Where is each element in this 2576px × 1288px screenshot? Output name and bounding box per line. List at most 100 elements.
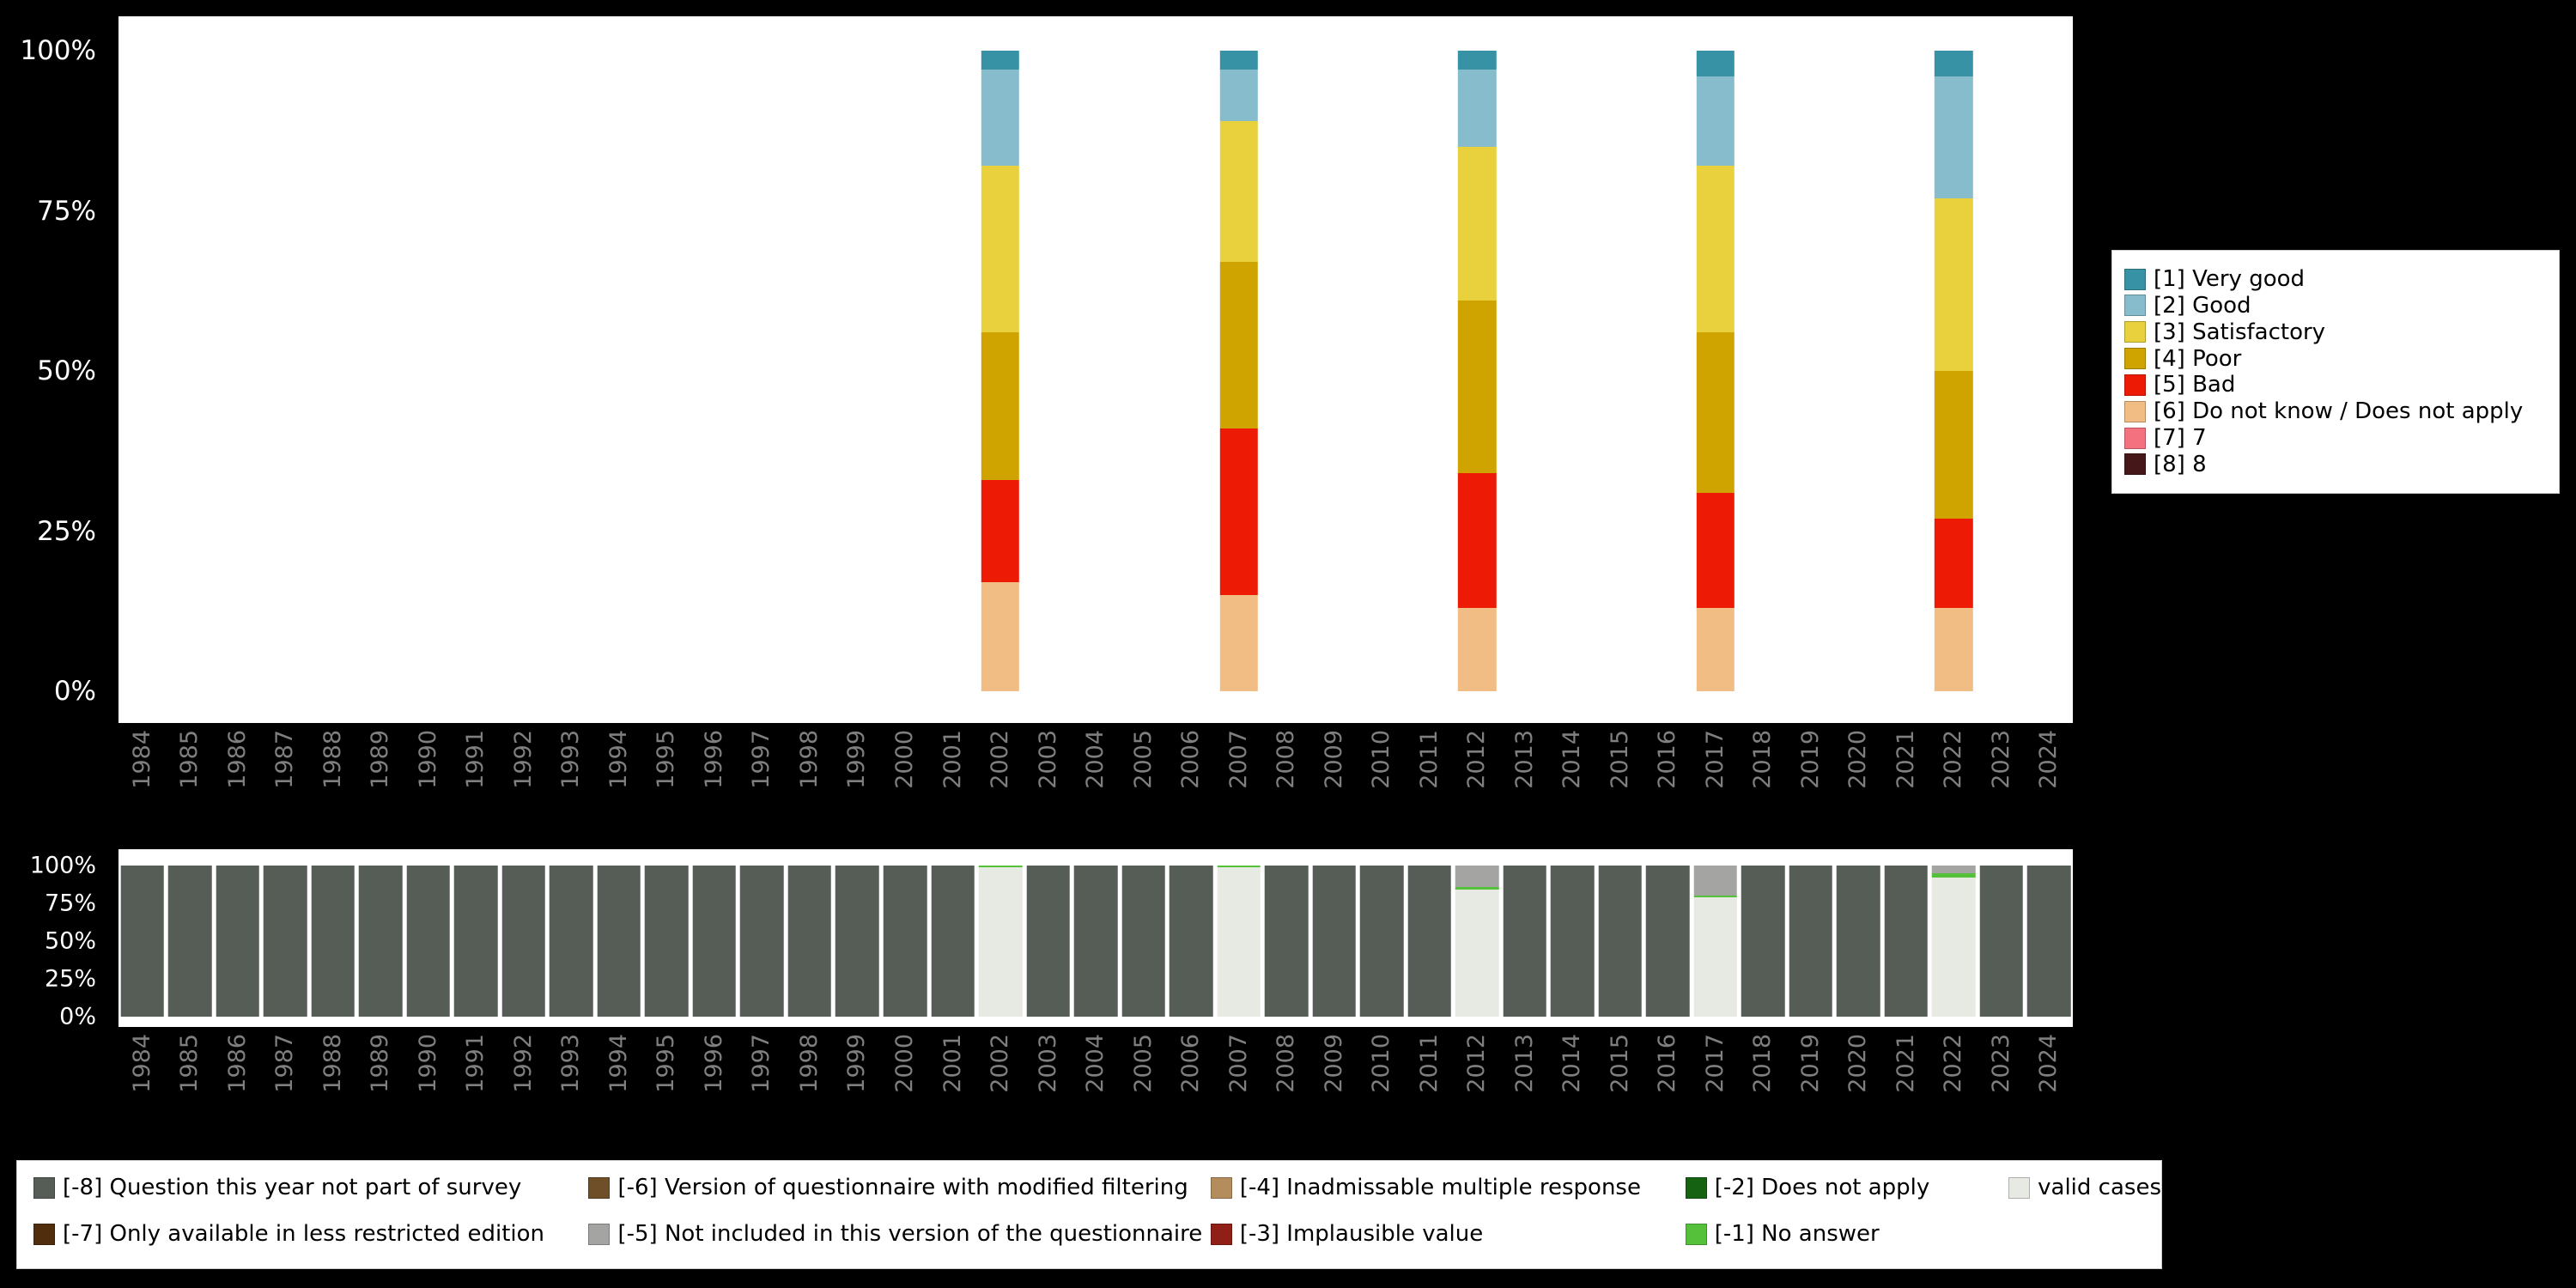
x-tick: 2022: [1930, 1030, 1978, 1151]
x-tick: 2002: [976, 726, 1024, 847]
x-tick-label: 2023: [1987, 1034, 2014, 1093]
legend-swatch: [2124, 348, 2146, 370]
bar-slot-1997: [738, 51, 787, 691]
x-tick: 2017: [1692, 1030, 1740, 1151]
legend-label: [2] Good: [2154, 292, 2251, 319]
bar-segment: [1932, 872, 1976, 878]
bar-slot-2003: [1024, 866, 1072, 1017]
bar-segment: [1455, 886, 1499, 890]
x-tick: 2023: [1978, 1030, 2026, 1151]
stacked-bar-2005: [1121, 866, 1165, 1017]
stacked-bar-2016: [1645, 866, 1690, 1017]
x-tick: 1996: [690, 1030, 738, 1151]
x-tick-label: 2007: [1224, 730, 1252, 789]
bar-segment: [359, 866, 403, 1017]
x-tick-label: 2006: [1177, 730, 1205, 789]
x-tick-label: 2003: [1034, 1034, 1061, 1093]
bar-slot-1989: [357, 866, 405, 1017]
y-tick-label: 100%: [20, 35, 96, 66]
x-tick-label: 1986: [223, 730, 251, 789]
bar-slot-2007: [1215, 51, 1263, 691]
bar-segment: [1935, 197, 1973, 371]
x-tick: 1995: [643, 726, 691, 847]
x-tick: 2013: [1501, 726, 1549, 847]
legend-label: [8] 8: [2154, 451, 2207, 477]
bar-segment: [1219, 428, 1258, 596]
legend-label: [-2] Does not apply: [1714, 1175, 1930, 1200]
x-tick: 2024: [2026, 726, 2074, 847]
x-tick: 1998: [786, 1030, 834, 1151]
bar-slot-2019: [1787, 866, 1835, 1017]
x-tick: 2013: [1501, 1030, 1549, 1151]
top-chart-legend: [1] Very good [2] Good [3] Satisfactory [4]…: [2111, 250, 2560, 494]
x-tick-label: 1987: [271, 1034, 299, 1093]
x-tick-label: 2024: [2035, 730, 2063, 789]
bar-slot-2016: [1644, 866, 1692, 1017]
bottom-chart-panel: [118, 849, 2073, 1027]
legend-label: [-6] Version of questionnaire with modif…: [617, 1175, 1188, 1200]
x-tick-label: 1988: [319, 730, 346, 789]
bar-segment: [981, 479, 1020, 583]
x-tick: 2010: [1358, 726, 1406, 847]
legend-swatch: [33, 1176, 55, 1199]
legend-column: [-8] Question this year not part of surv…: [33, 1175, 588, 1255]
bar-slot-1989: [357, 51, 405, 691]
legend-label: [5] Bad: [2154, 372, 2236, 398]
x-tick-label: 2017: [1701, 1034, 1728, 1093]
bar-slot-2008: [1262, 866, 1310, 1017]
stacked-bar-1993: [550, 866, 593, 1017]
x-tick: 2004: [1072, 726, 1120, 847]
legend-swatch: [1685, 1223, 1707, 1245]
stacked-bar-2020: [1837, 866, 1880, 1017]
bar-segment: [1121, 866, 1165, 1017]
bar-slot-1991: [453, 51, 501, 691]
bar-slot-1997: [738, 866, 787, 1017]
bar-segment: [168, 866, 212, 1017]
x-tick: 1993: [548, 1030, 596, 1151]
stacked-bar-2007: [1217, 866, 1261, 1017]
bar-slot-2021: [1882, 866, 1930, 1017]
bar-slot-1986: [214, 866, 262, 1017]
x-tick: 1997: [738, 1030, 787, 1151]
x-tick-label: 1986: [223, 1034, 251, 1093]
x-tick-label: 2013: [1510, 1034, 1538, 1093]
x-tick-label: 1985: [176, 1034, 204, 1093]
legend-item: [-5] Not included in this version of the…: [588, 1221, 1210, 1247]
bar-segment: [1217, 866, 1261, 1017]
x-tick: 2003: [1024, 1030, 1072, 1151]
stacked-bar-1991: [454, 866, 498, 1017]
x-tick: 1987: [262, 1030, 310, 1151]
x-tick: 2021: [1882, 726, 1930, 847]
bar-slot-1987: [262, 866, 310, 1017]
bar-slot-2000: [881, 866, 929, 1017]
legend-item: [-2] Does not apply: [1685, 1175, 2008, 1200]
stacked-bar-2012: [1455, 866, 1499, 1017]
bar-slot-1998: [786, 51, 834, 691]
x-tick-label: 2003: [1034, 730, 1061, 789]
bar-segment: [1932, 866, 1976, 873]
x-tick-label: 2012: [1463, 730, 1491, 789]
bar-slot-1985: [167, 866, 215, 1017]
legend-column: valid cases: [2008, 1175, 2161, 1255]
x-tick: 1985: [167, 726, 215, 847]
x-tick: 1986: [214, 726, 262, 847]
stacked-bar-1987: [264, 866, 307, 1017]
stacked-bar-2024: [2027, 866, 2071, 1017]
x-tick-label: 1997: [748, 1034, 775, 1093]
bar-slot-2009: [1310, 866, 1358, 1017]
stacked-bar-1996: [692, 866, 737, 1017]
bar-segment: [1550, 866, 1595, 1017]
legend-item: [-1] No answer: [1685, 1221, 2008, 1247]
x-tick-label: 2022: [1940, 1034, 1967, 1093]
x-tick: 1984: [118, 1030, 167, 1151]
bar-slot-2011: [1406, 51, 1454, 691]
legend-label: [6] Do not know / Does not apply: [2154, 398, 2524, 425]
bar-segment: [1457, 300, 1497, 474]
bottom-chart-y-axis: 0% 25% 50% 75% 100%: [0, 853, 108, 1030]
x-tick: 2005: [1120, 1030, 1168, 1151]
x-tick-label: 1994: [605, 1034, 632, 1093]
legend-swatch: [1210, 1176, 1232, 1199]
bar-slot-2019: [1787, 51, 1835, 691]
top-chart-panel: [118, 16, 2073, 723]
x-tick: 1993: [548, 726, 596, 847]
